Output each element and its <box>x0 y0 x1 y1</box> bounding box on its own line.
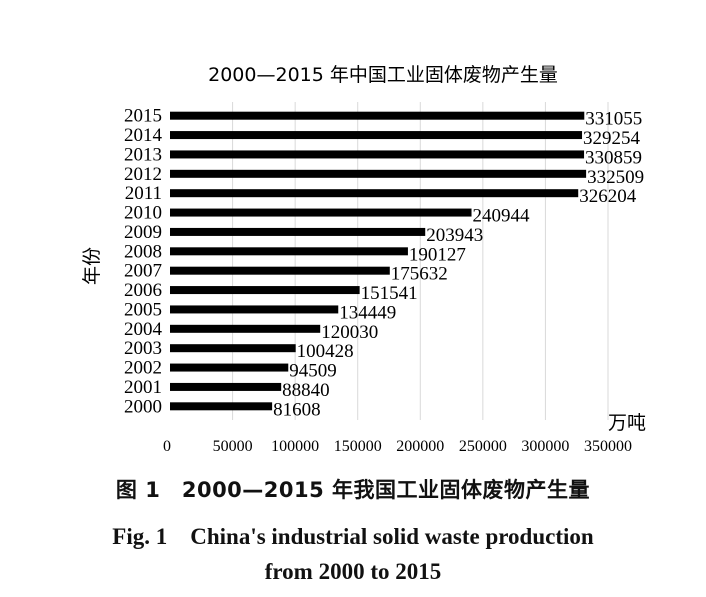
x-tick-label: 200000 <box>396 438 444 455</box>
x-tick-label: 50000 <box>213 438 253 455</box>
bar-2011 <box>170 189 579 198</box>
bar-2009 <box>170 227 426 236</box>
data-label: 190127 <box>409 244 466 265</box>
bar-2012 <box>170 169 587 178</box>
x-tick-labels: 0 50000 100000 150000 200000 250000 300000 3500… <box>163 438 632 455</box>
y-tick-label: 2004 <box>124 319 163 340</box>
data-label: 329254 <box>583 128 641 149</box>
x-tick-label: 250000 <box>459 438 507 455</box>
bars <box>170 111 587 411</box>
data-label: 94509 <box>289 361 337 382</box>
y-tick-label: 2006 <box>124 280 162 301</box>
bar-2002 <box>170 363 289 372</box>
y-tick-label: 2010 <box>124 203 162 224</box>
bar-2007 <box>170 266 390 275</box>
data-label: 330859 <box>585 147 642 168</box>
y-tick-label: 2009 <box>124 222 162 243</box>
y-tick-label: 2015 <box>124 106 162 127</box>
y-tick-label: 2011 <box>125 183 162 204</box>
y-tick-label: 2013 <box>124 144 162 165</box>
bar-2015 <box>170 111 585 120</box>
y-tick-label: 2014 <box>124 125 163 146</box>
y-tick-label: 2001 <box>124 377 162 398</box>
y-tick-label: 2000 <box>124 396 162 417</box>
x-tick-label: 0 <box>163 438 171 455</box>
chart-title: 2000—2015 年中国工业固体废物产生量 <box>208 64 558 86</box>
bar-2006 <box>170 286 360 295</box>
bar-chart: 2015201420132012201120102009200820072006… <box>81 64 646 455</box>
figure-caption-en-line2: from 2000 to 2015 <box>264 559 442 584</box>
data-label: 134449 <box>339 302 396 323</box>
bar-2013 <box>170 150 585 159</box>
bar-2003 <box>170 344 296 353</box>
bar-2005 <box>170 305 339 314</box>
bar-2014 <box>170 131 583 140</box>
data-label: 175632 <box>391 264 448 285</box>
data-label: 88840 <box>282 380 330 401</box>
x-tick-label: 300000 <box>521 438 569 455</box>
data-label: 151541 <box>361 283 418 304</box>
data-label: 203943 <box>426 225 483 246</box>
bar-2008 <box>170 247 408 256</box>
bar-2004 <box>170 324 321 333</box>
y-tick-label: 2012 <box>124 164 162 185</box>
y-tick-label: 2007 <box>124 261 162 282</box>
x-axis-unit: 万吨 <box>608 412 646 434</box>
data-label: 81608 <box>273 399 321 420</box>
bar-2001 <box>170 382 282 391</box>
y-tick-labels: 2015201420132012201120102009200820072006… <box>124 106 163 418</box>
figure-caption-en-line1: Fig. 1 China's industrial solid waste pr… <box>112 524 594 549</box>
x-tick-label: 350000 <box>584 438 632 455</box>
data-label: 331055 <box>585 109 642 130</box>
y-tick-label: 2003 <box>124 338 162 359</box>
y-tick-label: 2008 <box>124 241 162 262</box>
bar-2000 <box>170 402 273 411</box>
x-tick-label: 150000 <box>334 438 382 455</box>
figure-caption-cn: 图 1 2000—2015 年我国工业固体废物产生量 <box>115 478 591 502</box>
y-tick-label: 2002 <box>124 358 162 379</box>
data-label: 100428 <box>297 341 354 362</box>
bar-2010 <box>170 208 472 217</box>
data-label: 332509 <box>587 167 644 188</box>
data-label: 240944 <box>473 206 530 227</box>
y-tick-label: 2005 <box>124 299 162 320</box>
y-axis-title: 年份 <box>81 247 103 285</box>
x-tick-label: 100000 <box>271 438 319 455</box>
data-label: 326204 <box>579 186 637 207</box>
data-label: 120030 <box>321 322 378 343</box>
